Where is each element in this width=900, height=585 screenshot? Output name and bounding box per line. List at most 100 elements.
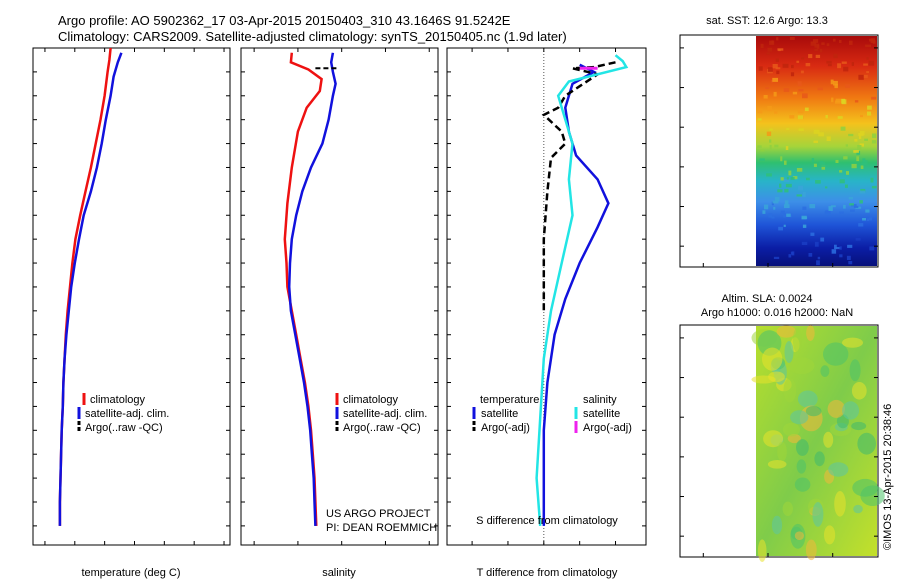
sst-speckle	[866, 57, 869, 60]
sst-speckle	[856, 156, 860, 162]
legend-satellite: satellite-adj. clim.	[85, 408, 169, 420]
sst-speckle	[760, 43, 764, 49]
salinity-plot-frame	[240, 47, 439, 546]
sla-blob	[842, 401, 860, 420]
sst-speckle	[845, 84, 850, 88]
difference-x-axis	[471, 48, 617, 545]
sst-speckle	[774, 196, 780, 202]
sla-map-axes	[680, 337, 878, 557]
legend-argo: Argo(..raw -QC)	[343, 422, 421, 434]
sst-speckle	[766, 173, 772, 177]
sst-speckle	[773, 206, 776, 210]
sst-speckle	[810, 232, 815, 236]
sst-speckle	[839, 211, 844, 214]
sst-speckle	[790, 177, 795, 180]
sst-speckle	[778, 48, 781, 52]
sst-speckle	[808, 54, 813, 59]
sst-speckle	[845, 144, 848, 147]
sst-speckle	[839, 170, 843, 173]
sst-speckle	[769, 145, 772, 150]
sst-speckle	[869, 217, 872, 221]
sst-speckle	[766, 131, 772, 136]
sst-speckle	[762, 210, 766, 214]
sst-speckle	[772, 200, 779, 204]
sst-speckle	[839, 179, 845, 184]
sst-speckle	[826, 136, 831, 141]
sst-speckle	[837, 116, 843, 119]
sla-blob	[788, 357, 815, 375]
salinity-x-label: salinity	[322, 567, 356, 579]
sla-blob	[852, 478, 879, 497]
sst-speckle	[784, 188, 789, 193]
sst-speckle	[798, 128, 804, 131]
sst-speckle	[865, 44, 871, 48]
sst-speckle	[846, 255, 851, 260]
sst-speckle	[775, 67, 781, 70]
sst-speckle	[768, 213, 773, 218]
sst-speckle	[776, 37, 779, 41]
sst-speckle	[839, 254, 843, 258]
sst-speckle	[798, 89, 804, 92]
sst-speckle	[785, 146, 789, 150]
sst-speckle	[813, 163, 817, 167]
difference-legend: temperature salinity satellite Argo(-adj…	[472, 394, 632, 434]
sst-map-texture	[757, 37, 877, 266]
sst-speckle	[818, 132, 824, 137]
sst-speckle	[858, 134, 862, 139]
sst-speckle	[820, 237, 825, 242]
sla-map-title-line1: Altim. SLA: 0.0024	[721, 293, 812, 305]
sla-blob	[824, 525, 836, 545]
sst-speckle	[802, 93, 808, 99]
sla-blob	[792, 327, 803, 353]
sst-speckle	[757, 118, 762, 121]
sst-speckle	[815, 54, 821, 58]
temperature-climatology-line	[58, 48, 112, 526]
sst-speckle	[858, 74, 864, 80]
sla-blob	[796, 439, 809, 456]
sst-speckle	[771, 216, 775, 219]
sst-speckle	[825, 115, 828, 119]
sst-speckle	[800, 70, 804, 74]
sst-speckle	[857, 145, 862, 150]
sst-speckle	[841, 98, 845, 104]
sla-blob	[849, 359, 861, 382]
sst-speckle	[834, 83, 838, 89]
legend-argo: Argo(..raw -QC)	[85, 422, 163, 434]
sla-blob	[828, 462, 849, 477]
sst-speckle	[798, 185, 804, 191]
sst-speckle	[843, 204, 846, 209]
imos-stamp: ©IMOS 13-Apr-2015 20:38:46	[882, 404, 894, 550]
sst-speckle	[868, 60, 875, 66]
sst-speckle	[810, 41, 817, 46]
sst-speckle	[855, 237, 861, 241]
sst-speckle	[784, 204, 790, 208]
sla-blob	[782, 501, 793, 516]
sst-speckle	[775, 58, 779, 62]
sst-speckle	[865, 209, 870, 213]
sla-blob	[806, 325, 815, 341]
sst-speckle	[783, 224, 786, 227]
sst-speckle	[853, 150, 859, 153]
sla-blob	[805, 539, 817, 561]
sst-speckle	[764, 204, 769, 210]
sst-speckle	[870, 177, 874, 183]
sla-blob	[823, 431, 834, 448]
sst-speckle	[839, 246, 842, 250]
sla-blob	[820, 365, 830, 377]
sst-map-axes	[680, 47, 878, 267]
sst-speckle	[801, 216, 808, 219]
sst-speckle	[814, 43, 820, 48]
sst-speckle	[809, 204, 816, 209]
sst-speckle	[796, 168, 803, 172]
sst-speckle	[773, 256, 780, 259]
sst-speckle	[845, 184, 848, 188]
sst-speckle	[862, 218, 866, 221]
sst-speckle	[849, 40, 853, 45]
sst-speckle	[801, 57, 805, 60]
sla-blob	[783, 378, 797, 403]
sst-speckle	[769, 40, 775, 45]
sst-speckle	[860, 165, 864, 169]
sst-speckle	[804, 107, 809, 112]
sst-speckle	[772, 64, 778, 69]
sst-speckle	[848, 197, 853, 200]
